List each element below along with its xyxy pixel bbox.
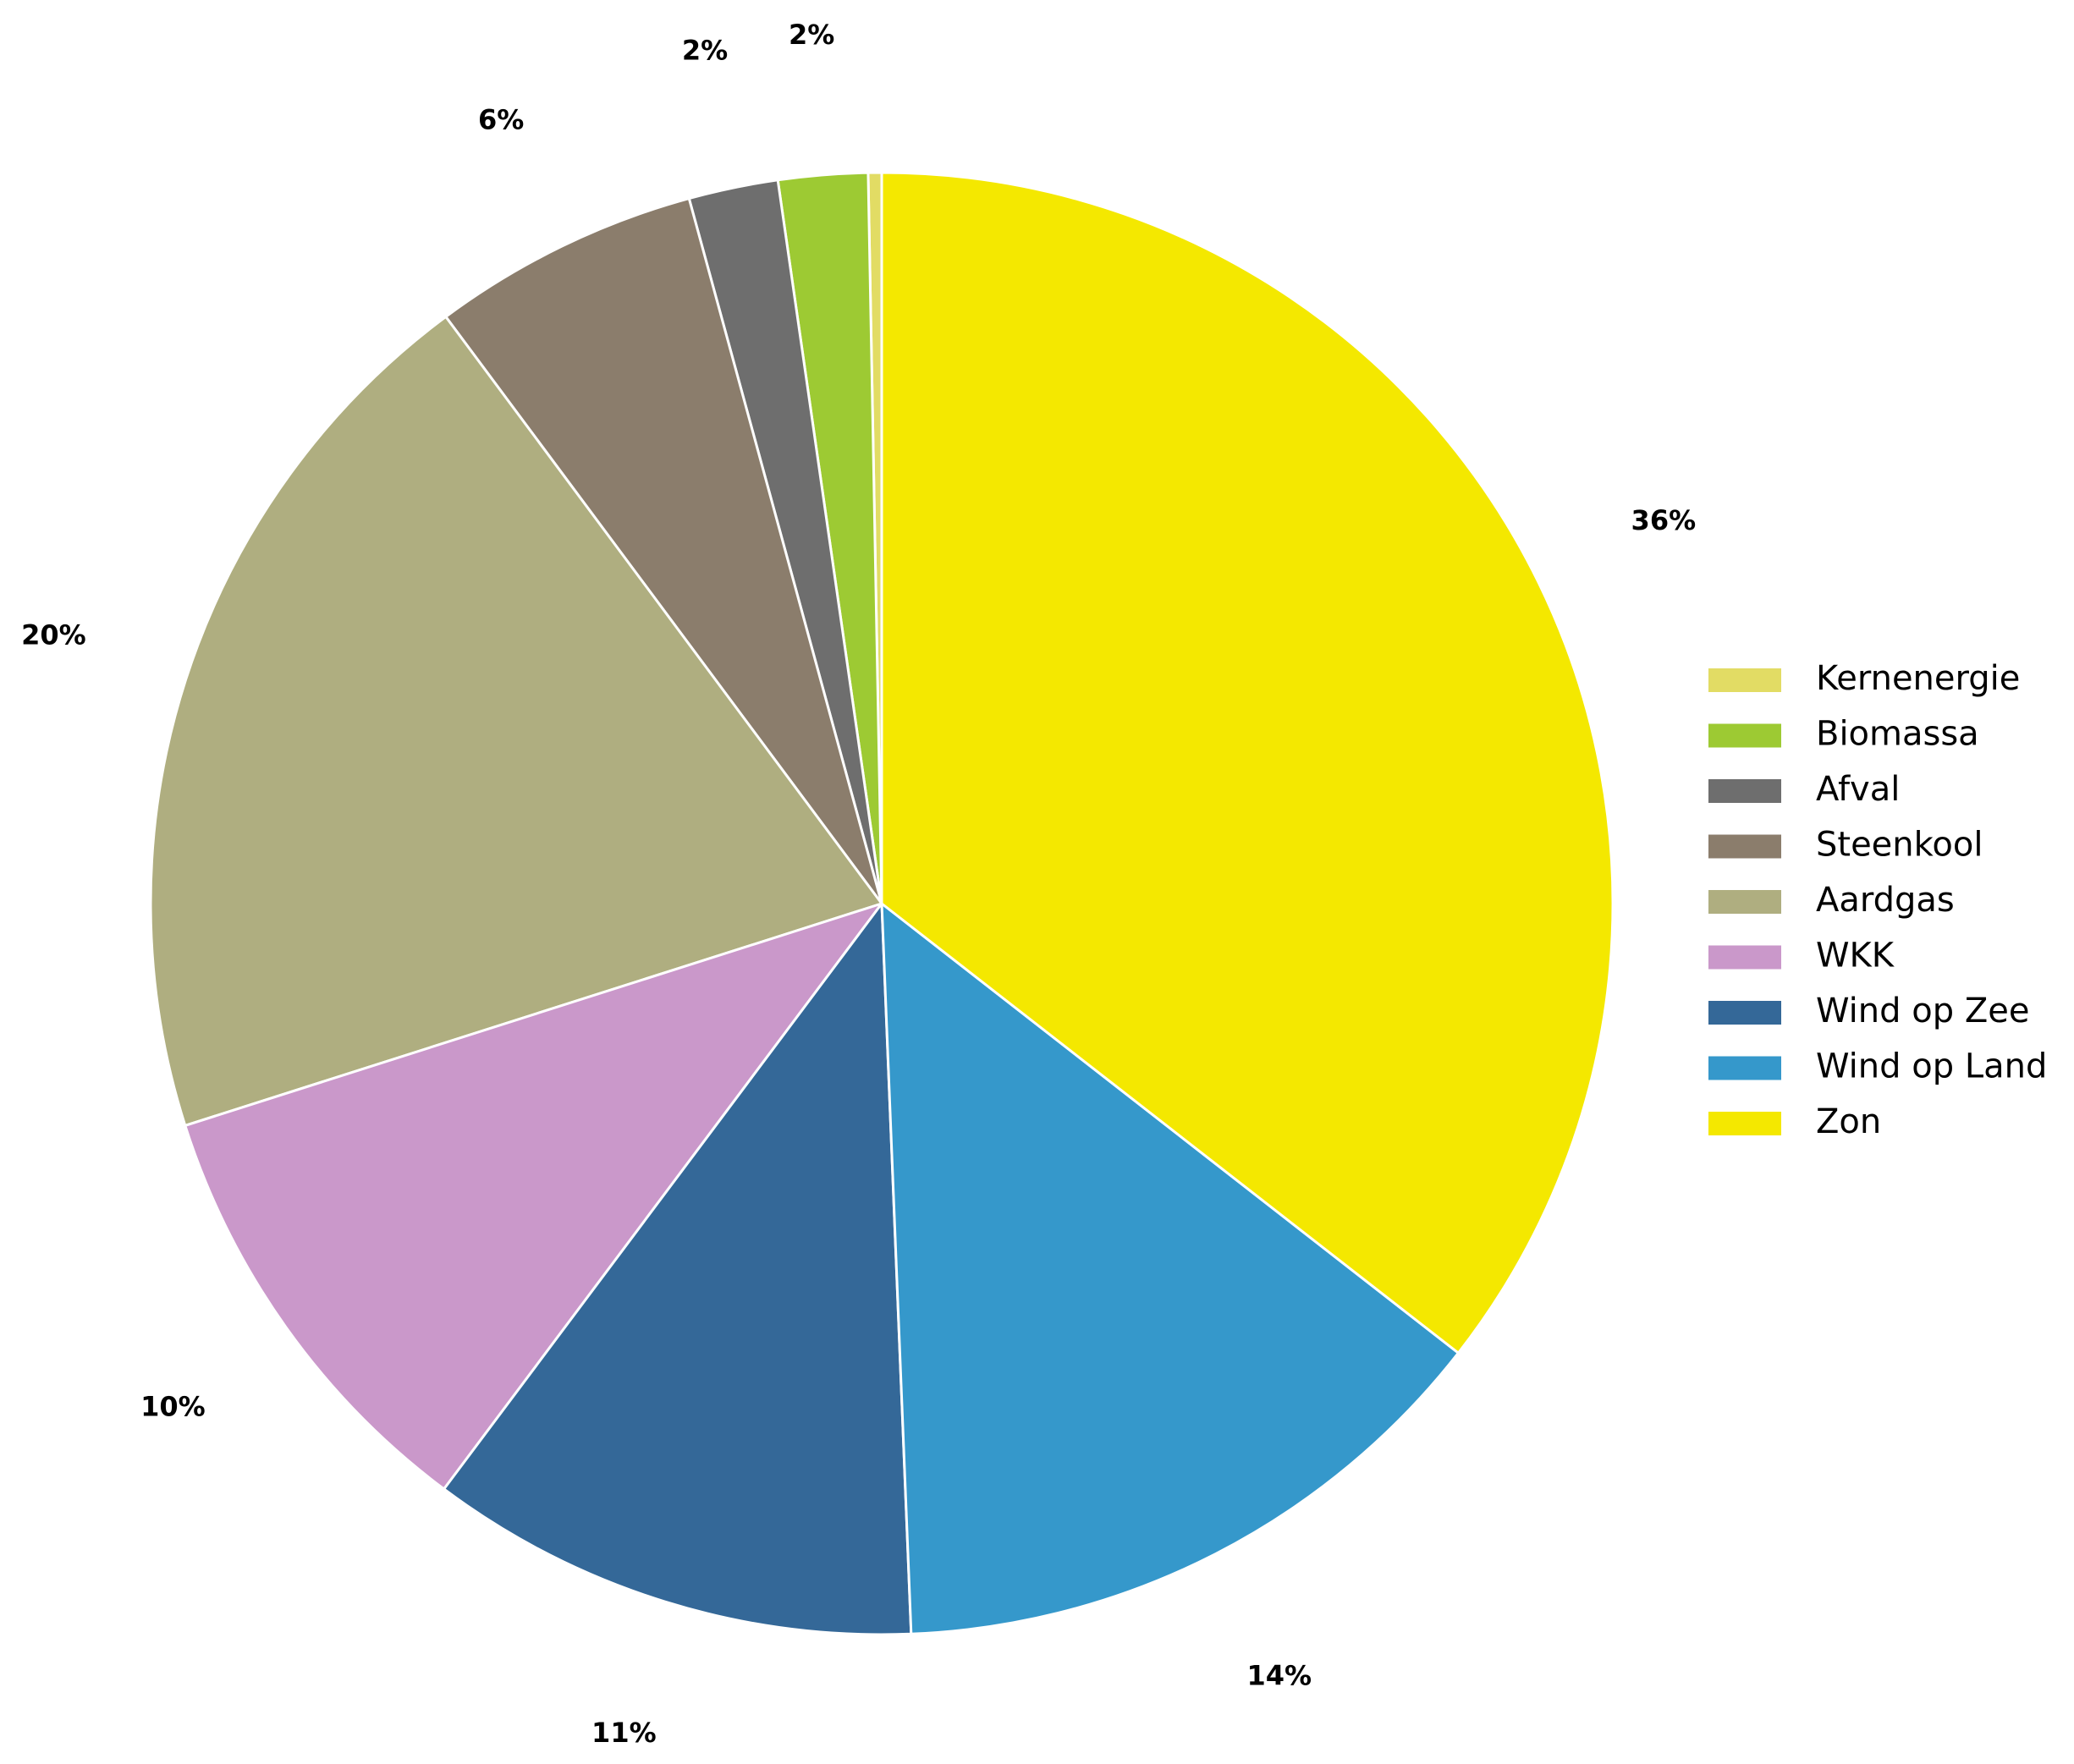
legend-label: Afval — [1816, 770, 1900, 809]
data-label: 2% — [789, 19, 834, 51]
legend-label: WKK — [1816, 937, 1895, 975]
data-label: 14% — [1246, 1660, 1312, 1692]
pie-slice — [149, 315, 884, 1128]
pie-slice — [880, 900, 1461, 1635]
legend-label: Aardgas — [1816, 881, 1955, 920]
pie-slice — [443, 196, 883, 904]
legend-label: Kernenergie — [1816, 659, 2020, 698]
pie-slice — [442, 899, 913, 1636]
data-label: 6% — [478, 103, 524, 135]
legend-label: Wind op Zee — [1816, 992, 2029, 1030]
legend-swatch — [1708, 890, 1781, 914]
legend-swatch — [1708, 1056, 1781, 1080]
pie-slice — [880, 171, 1615, 1355]
data-label: 10% — [140, 1390, 206, 1422]
legend-swatch — [1708, 1001, 1781, 1025]
legend-swatch — [1708, 1112, 1781, 1135]
legend-swatch — [1708, 668, 1781, 692]
legend-swatch — [1708, 834, 1781, 859]
pie-slice — [183, 901, 886, 1492]
data-label: 36% — [1631, 504, 1697, 536]
legend-swatch — [1708, 723, 1781, 748]
legend-swatch — [1708, 945, 1781, 970]
legend-label: Biomassa — [1816, 715, 1979, 754]
legend-swatch — [1708, 779, 1781, 803]
data-label: 2% — [682, 34, 728, 66]
legend-label: Steenkool — [1816, 826, 1983, 865]
data-label: 20% — [21, 619, 86, 651]
legend-label: Zon — [1816, 1102, 1881, 1141]
legend-label: Wind op Land — [1816, 1047, 2047, 1086]
data-label: 11% — [591, 1717, 657, 1749]
